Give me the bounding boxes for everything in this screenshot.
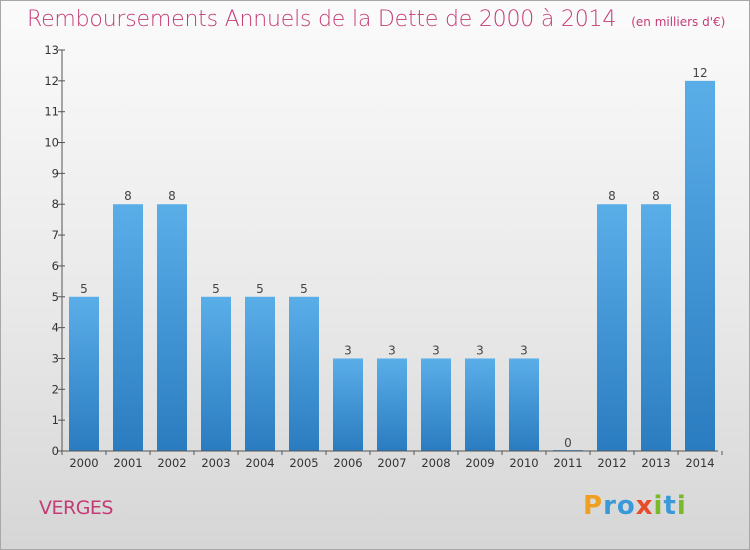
bar bbox=[377, 358, 407, 451]
logo-letter: x bbox=[635, 491, 654, 521]
y-tick-label: 7 bbox=[52, 228, 59, 242]
bar bbox=[421, 358, 451, 451]
data-label: 3 bbox=[432, 343, 440, 357]
data-label: 8 bbox=[168, 189, 176, 203]
bar bbox=[641, 204, 671, 451]
y-tick-label: 6 bbox=[52, 259, 59, 273]
x-tick-label: 2000 bbox=[69, 456, 98, 470]
y-tick-label: 1 bbox=[52, 413, 59, 427]
bar bbox=[597, 204, 627, 451]
chart-title: Remboursements Annuels de la Dette de 20… bbox=[27, 7, 725, 32]
bar bbox=[333, 358, 363, 451]
x-tick-label: 2002 bbox=[157, 456, 186, 470]
data-label: 3 bbox=[388, 343, 396, 357]
x-tick-label: 2010 bbox=[509, 456, 538, 470]
y-tick-label: 9 bbox=[52, 166, 59, 180]
data-label: 5 bbox=[300, 282, 308, 296]
commune-name: VERGES bbox=[39, 497, 114, 519]
x-tick-label: 2009 bbox=[465, 456, 494, 470]
y-tick-label: 4 bbox=[52, 321, 59, 335]
data-label: 12 bbox=[692, 66, 707, 80]
y-tick-label: 3 bbox=[52, 351, 59, 365]
bar bbox=[289, 296, 319, 451]
logo-letter: i bbox=[653, 491, 664, 521]
y-tick-label: 5 bbox=[52, 290, 59, 304]
data-label: 8 bbox=[652, 189, 660, 203]
bar bbox=[245, 296, 275, 451]
y-tick-label: 13 bbox=[44, 43, 59, 57]
bar bbox=[201, 296, 231, 451]
y-tick-label: 11 bbox=[44, 105, 59, 119]
x-tick-label: 2012 bbox=[597, 456, 626, 470]
proxiti-logo[interactable]: Proxiti bbox=[583, 491, 687, 521]
bar bbox=[69, 296, 99, 451]
x-tick-label: 2007 bbox=[377, 456, 406, 470]
data-label: 5 bbox=[80, 282, 88, 296]
logo-letter: o bbox=[616, 491, 636, 521]
data-label: 0 bbox=[564, 436, 572, 450]
bar bbox=[465, 358, 495, 451]
chart-title-text: Remboursements Annuels de la Dette de 20… bbox=[27, 7, 617, 32]
bar bbox=[509, 358, 539, 451]
x-tick-label: 2013 bbox=[641, 456, 670, 470]
logo-letter: r bbox=[603, 491, 617, 521]
x-tick-label: 2001 bbox=[113, 456, 142, 470]
x-tick-label: 2011 bbox=[553, 456, 582, 470]
logo-letter: t bbox=[663, 491, 677, 521]
logo-letter: P bbox=[583, 491, 604, 521]
x-tick-label: 2005 bbox=[289, 456, 318, 470]
x-tick-label: 2003 bbox=[201, 456, 230, 470]
data-label: 5 bbox=[212, 282, 220, 296]
y-tick-label: 8 bbox=[52, 197, 59, 211]
x-tick-label: 2008 bbox=[421, 456, 450, 470]
bar bbox=[113, 204, 143, 451]
x-tick-label: 2006 bbox=[333, 456, 362, 470]
y-tick-label: 10 bbox=[44, 136, 59, 150]
y-tick-label: 12 bbox=[44, 74, 59, 88]
data-label: 3 bbox=[520, 343, 528, 357]
chart-unit: (en milliers d'€) bbox=[631, 15, 726, 29]
data-label: 3 bbox=[344, 343, 352, 357]
y-tick-label: 2 bbox=[52, 382, 59, 396]
x-tick-label: 2004 bbox=[245, 456, 274, 470]
logo-letter: i bbox=[676, 491, 687, 521]
data-label: 5 bbox=[256, 282, 264, 296]
data-label: 8 bbox=[124, 189, 132, 203]
data-label: 8 bbox=[608, 189, 616, 203]
bar bbox=[157, 204, 187, 451]
data-label: 3 bbox=[476, 343, 484, 357]
x-tick-label: 2014 bbox=[685, 456, 714, 470]
bar bbox=[685, 80, 715, 451]
y-tick-label: 0 bbox=[52, 444, 59, 458]
